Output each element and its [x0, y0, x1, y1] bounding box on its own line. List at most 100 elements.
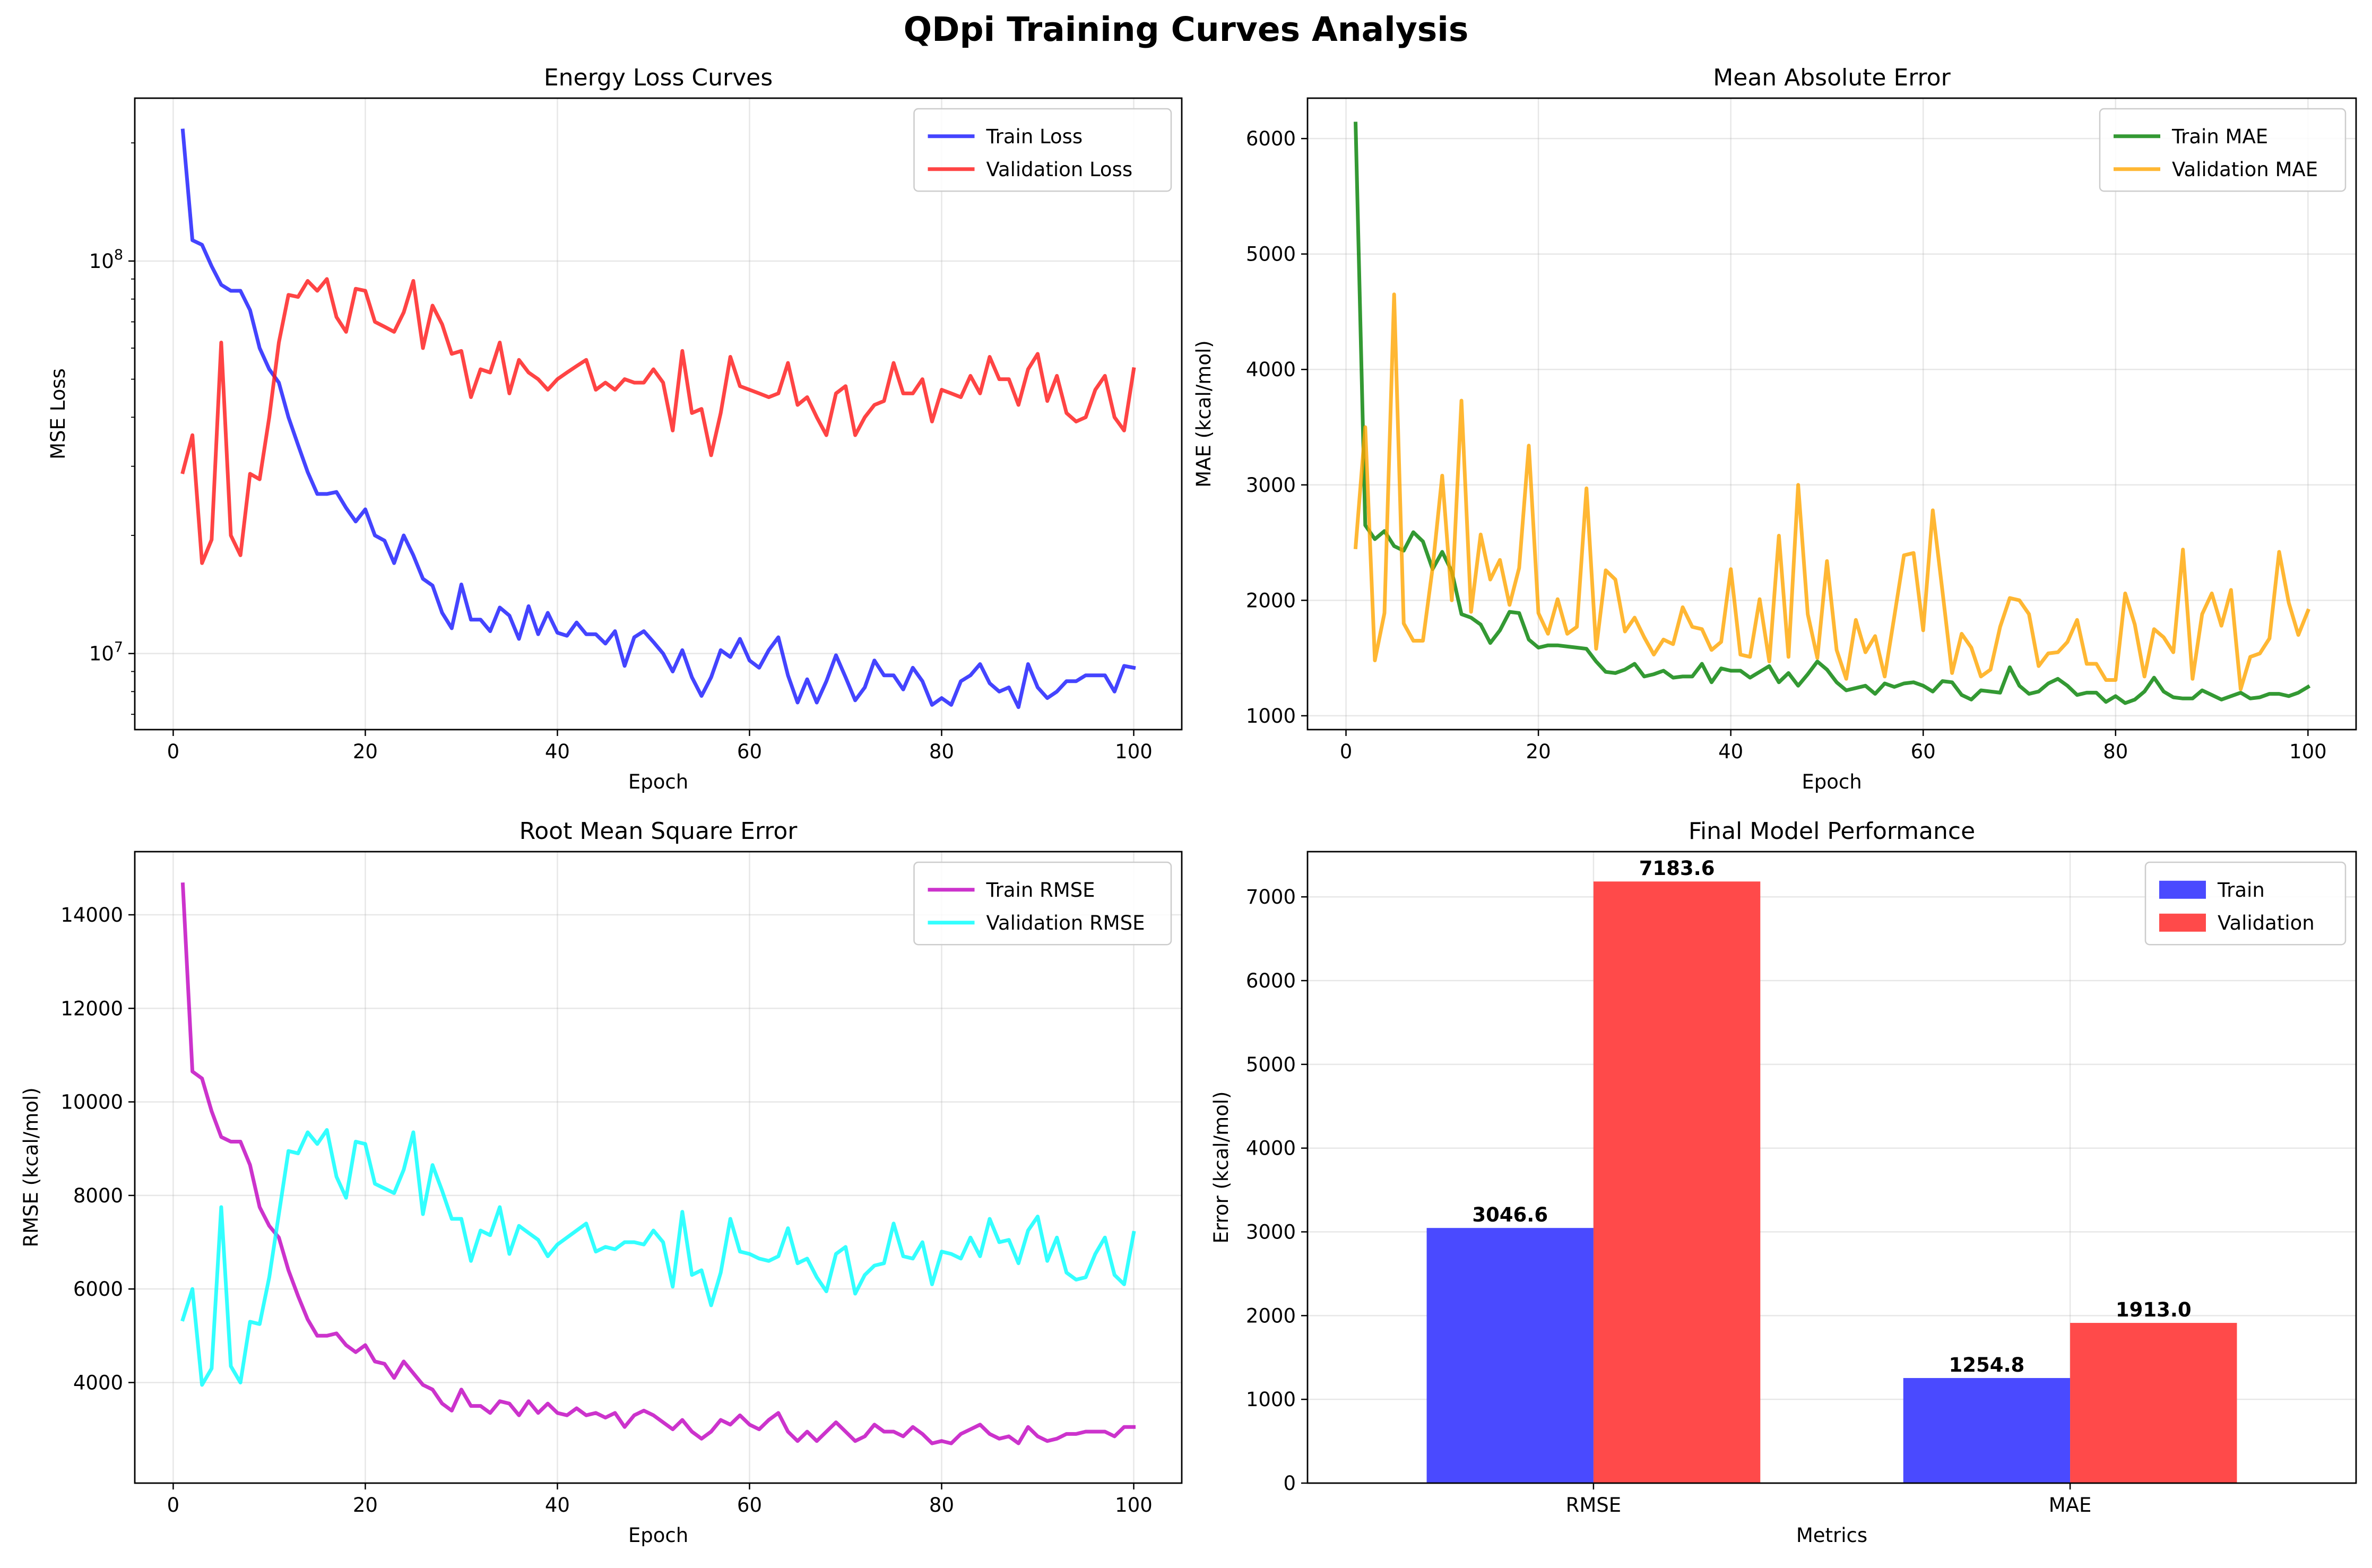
legend: Train Loss Validation Loss	[913, 108, 1172, 192]
panel-title: Final Model Performance	[1689, 818, 1975, 845]
mae-panel: 0 20 40 60 80 100 1000 2000 3000 4000 5000 6000 Mean…	[1192, 64, 2357, 793]
legend: Train MAE Validation MAE	[2099, 108, 2347, 192]
x-tick-label: 80	[2103, 740, 2128, 763]
x-tick-label: MAE	[2049, 1494, 2092, 1517]
bar-train-mae	[1903, 1378, 2071, 1483]
x-axis-label: Epoch	[628, 770, 688, 793]
panel-title: Root Mean Square Error	[520, 818, 798, 845]
y-tick-label: 5000	[1246, 1053, 1296, 1076]
y-tick-label: 12000	[60, 997, 123, 1020]
x-axis-label: Epoch	[1802, 770, 1862, 793]
x-tick-label: 20	[1526, 740, 1551, 763]
legend-entry-label: Validation Loss	[986, 158, 1133, 181]
y-tick-label: 14000	[60, 904, 123, 926]
y-tick-label: 4000	[1246, 1137, 1296, 1160]
x-tick-label: 40	[545, 740, 570, 763]
panel-title: Energy Loss Curves	[544, 64, 773, 91]
y-tick-label: 1000	[1246, 705, 1296, 727]
legend-entry-label: Validation MAE	[2172, 158, 2318, 181]
bar-validation-mae	[2070, 1323, 2237, 1483]
x-tick-label: 60	[737, 740, 762, 763]
bar-value-label: 3046.6	[1472, 1203, 1548, 1226]
legend-entry-label: Train Loss	[986, 125, 1083, 148]
x-tick-label: 20	[353, 740, 378, 763]
grid	[1308, 98, 2356, 730]
series-line-validation-rmse	[180, 1128, 1136, 1387]
series-line-train-mae	[1354, 122, 2311, 705]
y-tick-label: 7000	[1246, 886, 1296, 908]
y-tick-label: 108	[89, 247, 123, 273]
legend-entry-label: Train RMSE	[986, 879, 1095, 902]
bar-value-label: 7183.6	[1639, 857, 1715, 880]
x-tick-label: RMSE	[1566, 1494, 1622, 1517]
y-axis-label: MAE (kcal/mol)	[1192, 340, 1215, 487]
y-tick-label: 6000	[73, 1278, 123, 1301]
y-tick-label: 3000	[1246, 474, 1296, 497]
x-tick-label: 60	[1911, 740, 1936, 763]
y-tick-label: 3000	[1246, 1221, 1296, 1244]
figure-title: QDpi Training Curves Analysis	[904, 10, 1469, 49]
legend: Train RMSE Validation RMSE	[913, 861, 1172, 946]
energy-loss-panel: 0 20 40 60 80 100 107 108 Energy Loss Curves Epoc…	[47, 64, 1183, 793]
legend-box	[913, 861, 1172, 946]
x-tick-label: 100	[1115, 740, 1153, 763]
legend-swatch	[2159, 880, 2206, 899]
bar-value-label: 1254.8	[1949, 1354, 2025, 1376]
grid	[135, 98, 1182, 730]
y-tick-label: 8000	[73, 1184, 123, 1207]
y-axis-label: MSE Loss	[47, 368, 70, 460]
axes-frame	[134, 97, 1183, 731]
x-tick-label: 100	[2289, 740, 2327, 763]
y-tick-label: 6000	[1246, 969, 1296, 992]
series-line-train-loss	[180, 128, 1136, 709]
y-axis-label: Error (kcal/mol)	[1210, 1091, 1233, 1244]
y-tick-label: 4000	[1246, 358, 1296, 381]
y-tick-label: 4000	[73, 1371, 123, 1394]
y-tick-label: 0	[1283, 1472, 1296, 1495]
bar-value-label: 1913.0	[2116, 1298, 2192, 1321]
series-line-validation-loss	[180, 277, 1136, 565]
x-tick-label: 40	[545, 1494, 570, 1517]
y-tick-label: 1000	[1246, 1388, 1296, 1411]
bar-validation-rmse	[1593, 881, 1761, 1483]
y-tick-label: 107	[89, 639, 123, 665]
legend-entry-label: Train MAE	[2171, 125, 2268, 148]
y-tick-label: 10000	[60, 1091, 123, 1114]
y-tick-label: 5000	[1246, 243, 1296, 266]
x-axis-label: Epoch	[628, 1524, 688, 1547]
x-tick-label: 80	[929, 740, 954, 763]
series-lines	[180, 882, 1136, 1445]
y-tick-label: 2000	[1246, 589, 1296, 612]
x-tick-label: 60	[737, 1494, 762, 1517]
legend: Train Validation	[2144, 861, 2347, 946]
grid	[135, 852, 1182, 1483]
legend-swatch	[2159, 913, 2206, 932]
series-lines	[180, 128, 1136, 709]
legend-entry-label: Validation	[2218, 912, 2315, 934]
legend-box	[2099, 108, 2347, 192]
x-tick-label: 0	[167, 740, 180, 763]
legend-box	[913, 108, 1172, 192]
panel-title: Mean Absolute Error	[1713, 64, 1951, 91]
x-tick-label: 20	[353, 1494, 378, 1517]
rmse-panel: 0 20 40 60 80 100 4000 6000 8000 10000 12000 14000 R…	[20, 818, 1183, 1547]
x-axis-label: Metrics	[1796, 1524, 1867, 1547]
x-tick-label: 100	[1115, 1494, 1153, 1517]
y-tick-label: 2000	[1246, 1304, 1296, 1327]
axes-frame	[134, 851, 1183, 1484]
x-tick-label: 40	[1718, 740, 1743, 763]
final-performance-panel: 3046.6 1254.8 7183.6 1913.0 RMSE MAE 0 1000 2000…	[1210, 818, 2357, 1547]
series-line-validation-mae	[1353, 292, 2310, 691]
x-tick-label: 0	[1340, 740, 1353, 763]
series-line-train-rmse	[180, 882, 1136, 1445]
legend-entry-label: Train	[2217, 879, 2265, 902]
legend-entry-label: Validation RMSE	[986, 912, 1145, 934]
bar-train-rmse	[1426, 1228, 1594, 1483]
x-tick-label: 0	[167, 1494, 180, 1517]
series-lines	[1353, 122, 2311, 705]
axes-frame	[1306, 97, 2357, 731]
bars: 3046.6 1254.8 7183.6 1913.0	[1426, 857, 2237, 1483]
axes-frame	[1306, 851, 2357, 1484]
